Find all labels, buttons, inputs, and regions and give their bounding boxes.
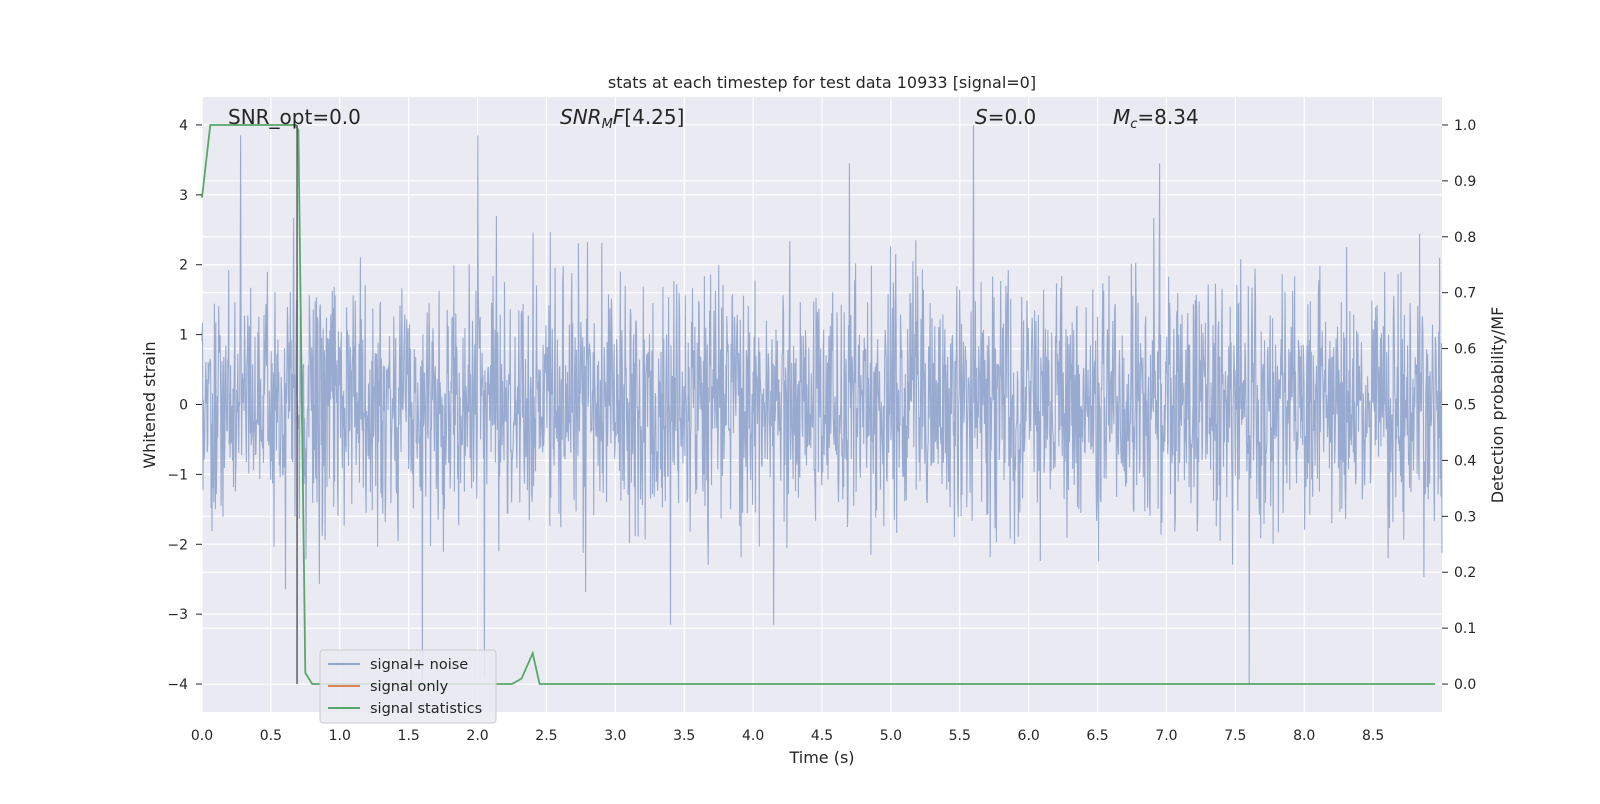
x-tick-label: 7.5 (1224, 728, 1246, 744)
y-tick-label-left: 3 (179, 188, 188, 204)
x-tick-label: 0.0 (191, 728, 213, 744)
y-axis-label-right: Detection probability/MF (1488, 307, 1507, 504)
x-tick-label: 1.0 (329, 728, 351, 744)
y-tick-label-left: 2 (179, 258, 188, 274)
y-tick-label-left: 1 (179, 328, 188, 344)
x-tick-label: 0.5 (260, 728, 282, 744)
y-tick-label-left: −2 (167, 537, 188, 553)
y-tick-label-right: 0.2 (1454, 565, 1476, 581)
chart-title: stats at each timestep for test data 109… (608, 73, 1036, 92)
x-tick-label: 4.5 (811, 728, 833, 744)
y-tick-label-right: 0.4 (1454, 453, 1476, 469)
legend-label-signal-only: signal only (370, 679, 449, 695)
y-tick-label-left: −3 (167, 607, 188, 623)
y-tick-label-left: 4 (179, 118, 188, 134)
legend-box (319, 649, 497, 724)
y-tick-label-right: 0.3 (1454, 509, 1476, 525)
x-tick-label: 3.0 (604, 728, 626, 744)
y-tick-label-left: 0 (179, 398, 188, 414)
x-tick-label: 1.5 (398, 728, 420, 744)
legend-label-stats: signal statistics (370, 701, 482, 717)
annotation-s: S=0.0 (975, 105, 1036, 129)
annotation-mc: Mc=8.34 (1113, 105, 1199, 132)
y-axis-label-left: Whitened strain (140, 341, 159, 468)
x-tick-label: 5.0 (880, 728, 902, 744)
y-tick-label-right: 0.1 (1454, 621, 1476, 637)
annotation-snr-opt: SNR_opt=0.0 (228, 105, 361, 129)
series-signal-noise (201, 124, 1443, 685)
y-tick-label-right: 0.0 (1454, 677, 1476, 693)
annotation-snr-mf-value: [4.25] (624, 105, 684, 129)
y-tick-label-right: 0.9 (1454, 174, 1476, 190)
noise-layer (201, 124, 1443, 685)
x-tick-label: 4.0 (742, 728, 764, 744)
x-tick-label: 5.5 (949, 728, 971, 744)
y-tick-label-right: 1.0 (1454, 118, 1476, 134)
x-tick-label: 2.0 (466, 728, 488, 744)
y-tick-label-right: 0.5 (1454, 398, 1476, 414)
x-tick-label: 8.0 (1293, 728, 1315, 744)
y-tick-label-left: −4 (167, 677, 188, 693)
ticks-layer: 0.0 0.5 1.0 1.5 2.0 2.5 3.0 3.5 4.0 4.5 5.0 5.5 6.0 6… (167, 118, 1476, 744)
y-tick-label-right: 0.8 (1454, 230, 1476, 246)
y-tick-label-right: 0.6 (1454, 342, 1476, 358)
annotation-mc-value: =8.34 (1137, 105, 1198, 129)
y-tick-label-right: 0.7 (1454, 286, 1476, 302)
annotation-s-value: =0.0 (988, 105, 1037, 129)
legend: signal+ noise signal only signal statist… (319, 649, 497, 724)
annotation-snr-mf: SNRMF[4.25] (560, 105, 684, 132)
x-tick-label: 6.0 (1018, 728, 1040, 744)
legend-label-noise: signal+ noise (370, 657, 468, 673)
x-axis-label: Time (s) (788, 748, 854, 767)
x-tick-label: 3.5 (673, 728, 695, 744)
x-tick-label: 2.5 (535, 728, 557, 744)
y-tick-label-left: −1 (167, 467, 188, 483)
x-tick-label: 7.0 (1155, 728, 1177, 744)
x-tick-label: 6.5 (1086, 728, 1108, 744)
x-tick-label: 8.5 (1362, 728, 1384, 744)
